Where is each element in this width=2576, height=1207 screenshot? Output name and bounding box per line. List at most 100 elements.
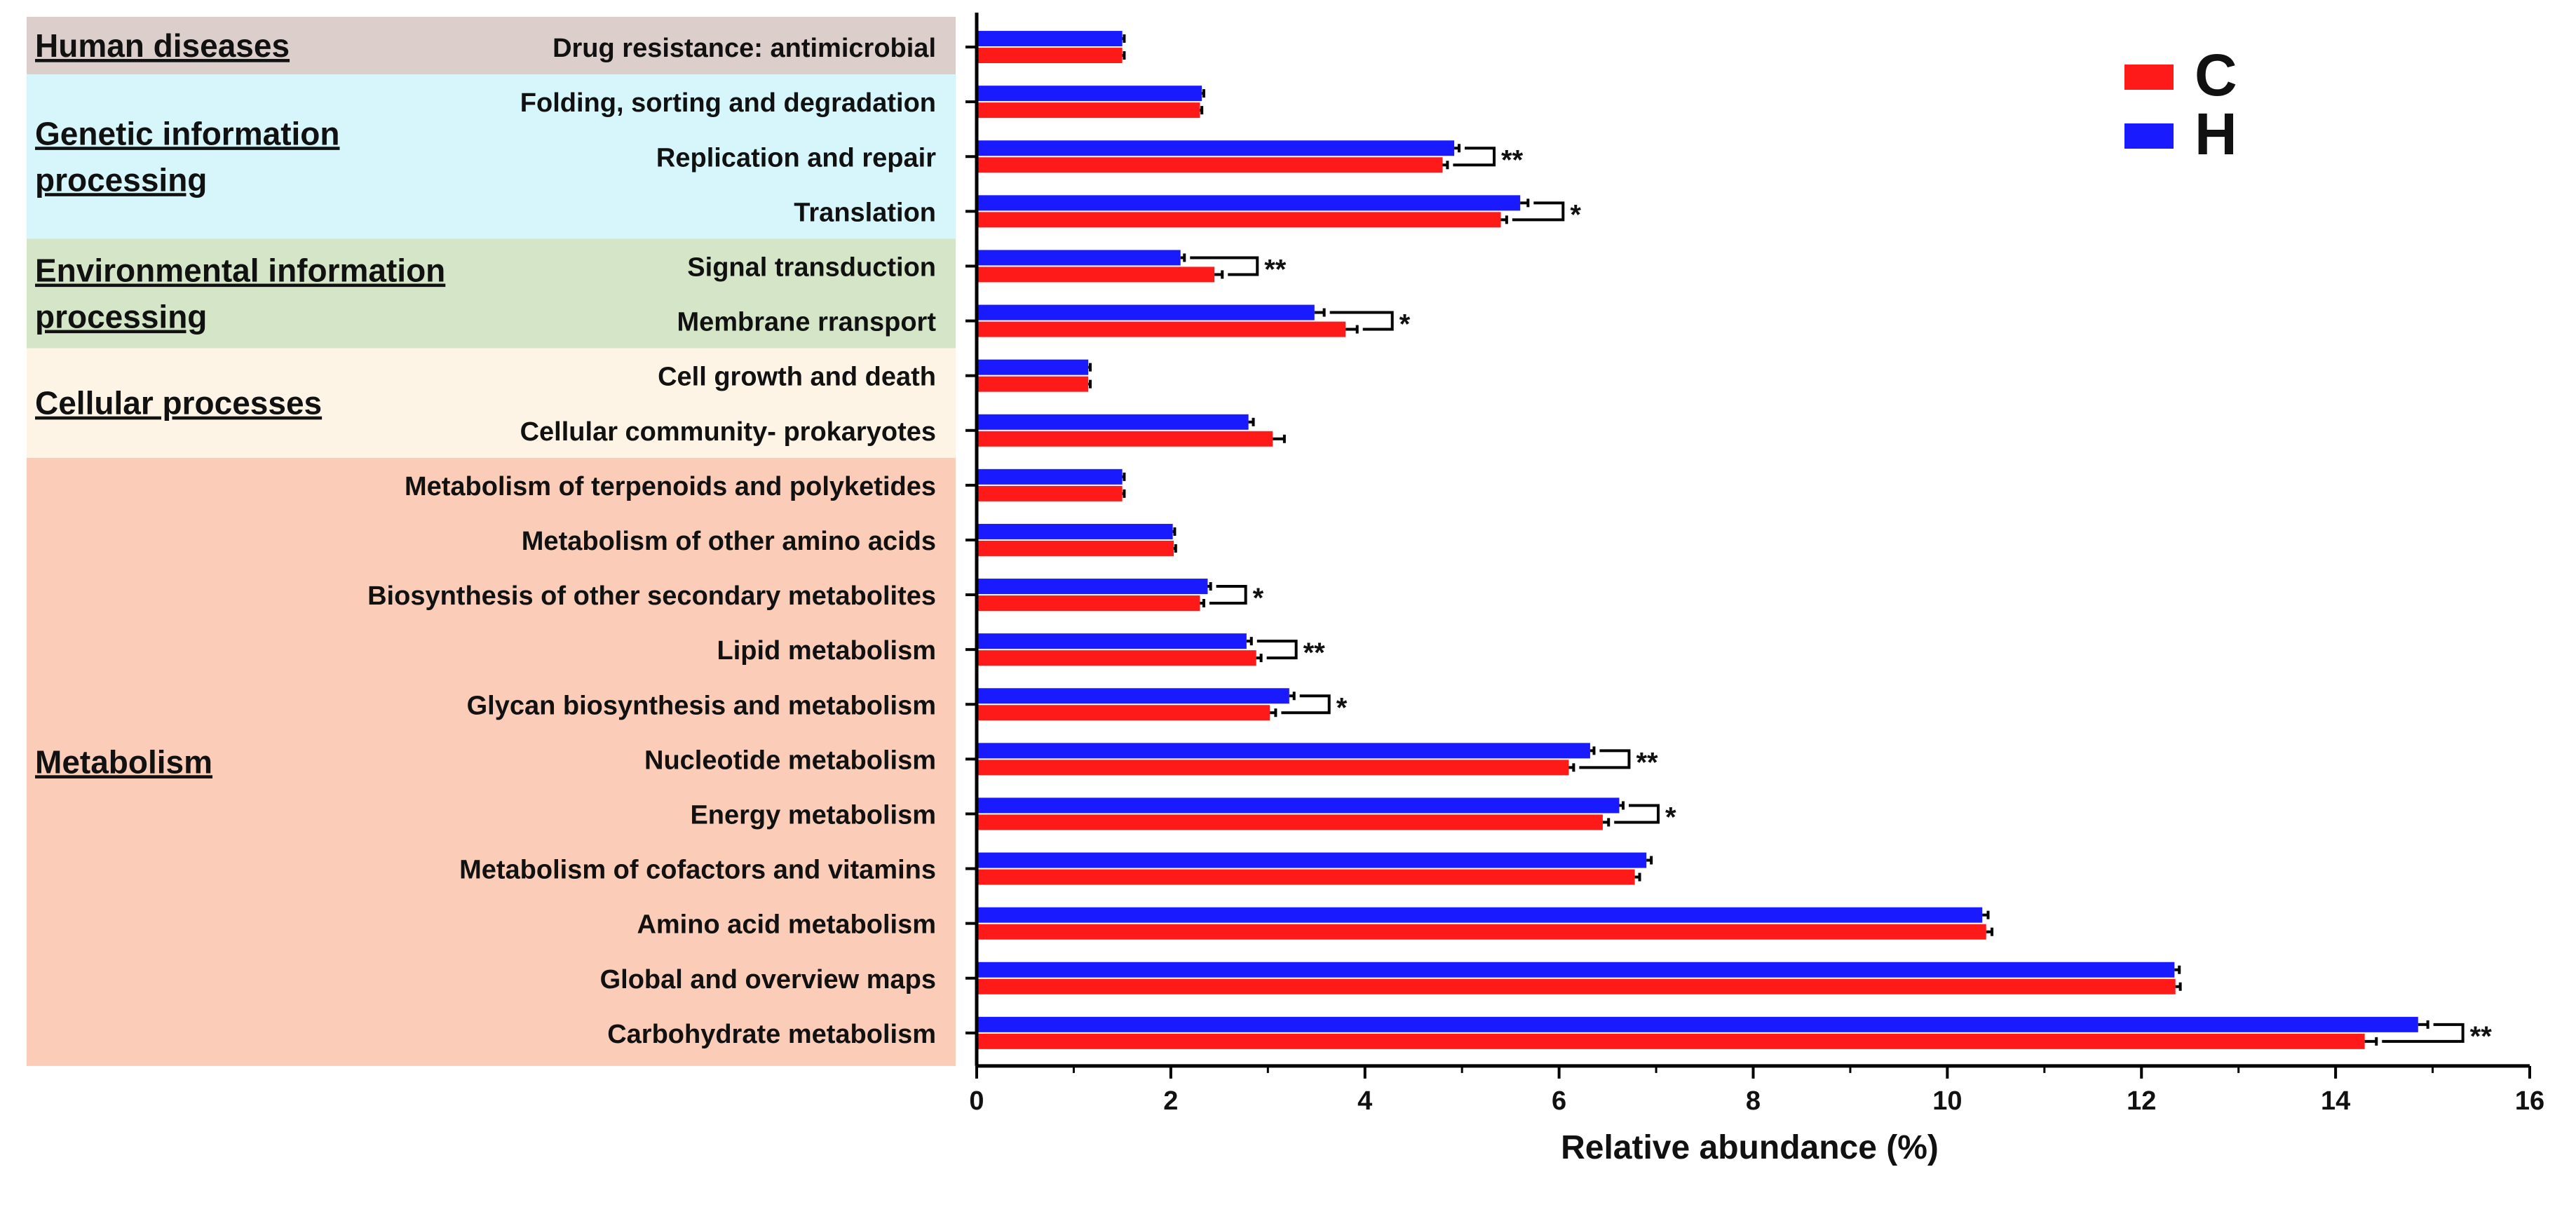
bar-c-carbohydrate-metabolism [977,1033,2365,1049]
x-tick-label-16: 16 [2515,1086,2544,1116]
bar-c-lipid-metabolism [977,650,1256,666]
group-bg-human-diseases [27,17,956,75]
category-label-translation: Translation [794,198,936,227]
category-label-carbohydrate-metabolism: Carbohydrate metabolism [607,1020,936,1049]
bar-h-amino-acid-metabolism [977,907,1983,923]
bar-c-translation [977,212,1501,228]
bar-h-metabolism-of-other-amino-acids [977,523,1173,539]
bar-c-signal-transduction [977,267,1215,283]
x-tick-label-4: 4 [1357,1086,1372,1116]
bar-h-metabolism-of-cofactors-and-vitamins [977,852,1647,868]
category-label-nucleotide-metabolism: Nucleotide metabolism [644,746,936,775]
bar-c-metabolism-of-other-amino-acids [977,540,1174,556]
significance-bracket-biosynthesis-of-other-secondary-metabolites [1209,585,1247,605]
bar-h-translation [977,195,1521,211]
group-label-human-diseases: Human diseases [35,27,290,64]
category-label-metabolism-of-cofactors-and-vitamins: Metabolism of cofactors and vitamins [459,856,936,885]
significance-label-energy-metabolism: * [1665,802,1676,832]
significance-label-lipid-metabolism: ** [1303,638,1326,668]
bar-h-signal-transduction [977,250,1181,266]
bar-h-replication-and-repair [977,140,1455,156]
category-label-global-and-overview-maps: Global and overview maps [600,965,936,994]
category-label-biosynthesis-of-other-secondary-metabolites: Biosynthesis of other secondary metaboli… [367,581,936,611]
significance-label-signal-transduction: ** [1264,254,1287,285]
bar-h-folding-sorting-and-degradation [977,86,1202,102]
bar-h-drug-resistance-antimicrobial [977,31,1123,47]
bar-h-metabolism-of-terpenoids-and-polyketides [977,468,1123,485]
category-label-membrane-rransport: Membrane rransport [677,308,936,337]
x-axis-title: Relative abundance (%) [1561,1129,1939,1166]
bar-c-biosynthesis-of-other-secondary-metabolites [977,595,1200,612]
significance-bracket-translation [1512,201,1565,222]
legend-swatch-h [2124,123,2174,149]
bar-h-biosynthesis-of-other-secondary-metabolites [977,579,1208,595]
group-bg-metabolism [27,457,956,1066]
group-bg-genetic-information-processing [27,74,956,239]
significance-bracket-nucleotide-metabolism [1579,749,1631,769]
bar-c-metabolism-of-terpenoids-and-polyketides [977,485,1123,501]
significance-label-carbohydrate-metabolism: ** [2470,1021,2493,1052]
category-label-cellular-community-prokaryotes: Cellular community- prokaryotes [520,417,936,447]
group-label-environmental-information-processing-2: processing [35,299,207,335]
bar-c-cellular-community-prokaryotes [977,431,1273,447]
bar-c-drug-resistance-antimicrobial [977,48,1123,64]
category-label-folding-sorting-and-degradation: Folding, sorting and degradation [520,88,936,118]
category-label-energy-metabolism: Energy metabolism [690,800,936,830]
bar-h-carbohydrate-metabolism [977,1016,2418,1032]
bar-c-replication-and-repair [977,157,1443,173]
category-label-metabolism-of-other-amino-acids: Metabolism of other amino acids [522,527,936,556]
legend-swatch-c [2124,65,2174,90]
x-tick-label-6: 6 [1552,1086,1566,1116]
bar-c-glycan-biosynthesis-and-metabolism [977,705,1270,721]
significance-bracket-membrane-rransport [1329,311,1394,331]
significance-bracket-energy-metabolism [1614,804,1660,824]
x-tick-label-14: 14 [2321,1086,2350,1116]
significance-label-biosynthesis-of-other-secondary-metabolites: * [1253,583,1264,614]
significance-bracket-lipid-metabolism [1256,640,1298,660]
group-backgrounds [27,17,956,1066]
bar-c-nucleotide-metabolism [977,760,1569,776]
x-tick-label-10: 10 [1932,1086,1962,1116]
bar-h-nucleotide-metabolism [977,743,1590,759]
group-label-metabolism: Metabolism [35,743,212,780]
legend-label-c: C [2195,42,2237,108]
group-bg-environmental-information-processing [27,238,956,349]
significance-label-membrane-rransport: * [1399,309,1411,340]
group-label-environmental-information-processing-1: Environmental information [35,252,445,289]
significance-label-glycan-biosynthesis-and-metabolism: * [1336,692,1348,723]
x-tick-label-8: 8 [1746,1086,1761,1116]
category-label-metabolism-of-terpenoids-and-polyketides: Metabolism of terpenoids and polyketides [405,472,936,501]
significance-markers: *************** [1190,144,2492,1052]
category-label-amino-acid-metabolism: Amino acid metabolism [637,910,936,940]
bar-h-cell-growth-and-death [977,359,1089,375]
group-label-genetic-information-processing-1: Genetic information [35,115,339,151]
bars [977,31,2429,1049]
bar-h-glycan-biosynthesis-and-metabolism [977,688,1289,704]
bar-c-global-and-overview-maps [977,978,2176,994]
x-tick-label-12: 12 [2127,1086,2156,1116]
category-label-cell-growth-and-death: Cell growth and death [658,363,936,392]
group-label-cellular-processes: Cellular processes [35,385,322,422]
bar-h-membrane-rransport [977,304,1315,321]
axes: 0 2 4 6 8 10 12 14 16 Relative abundance (%) [965,13,2544,1166]
category-labels: Drug resistance: antimicrobial Folding, s… [367,34,936,1049]
bar-h-global-and-overview-maps [977,962,2175,978]
bar-c-metabolism-of-cofactors-and-vitamins [977,869,1635,885]
legend-label-h: H [2195,101,2237,167]
category-label-signal-transduction: Signal transduction [687,252,936,282]
significance-bracket-signal-transduction [1190,256,1259,276]
significance-label-translation: * [1570,199,1581,230]
category-label-lipid-metabolism: Lipid metabolism [717,636,936,666]
group-labels: Human diseases Genetic information proces… [35,27,445,780]
x-tick-label-0: 0 [969,1086,984,1116]
significance-bracket-replication-and-repair [1453,147,1496,167]
bar-c-amino-acid-metabolism [977,924,1986,940]
significance-bracket-glycan-biosynthesis-and-metabolism [1281,694,1331,715]
bar-c-membrane-rransport [977,321,1346,337]
bar-c-energy-metabolism [977,814,1603,830]
significance-label-nucleotide-metabolism: ** [1636,747,1658,778]
significance-label-replication-and-repair: ** [1501,144,1524,175]
category-label-glycan-biosynthesis-and-metabolism: Glycan biosynthesis and metabolism [467,691,936,720]
significance-bracket-carbohydrate-metabolism [2382,1023,2465,1043]
